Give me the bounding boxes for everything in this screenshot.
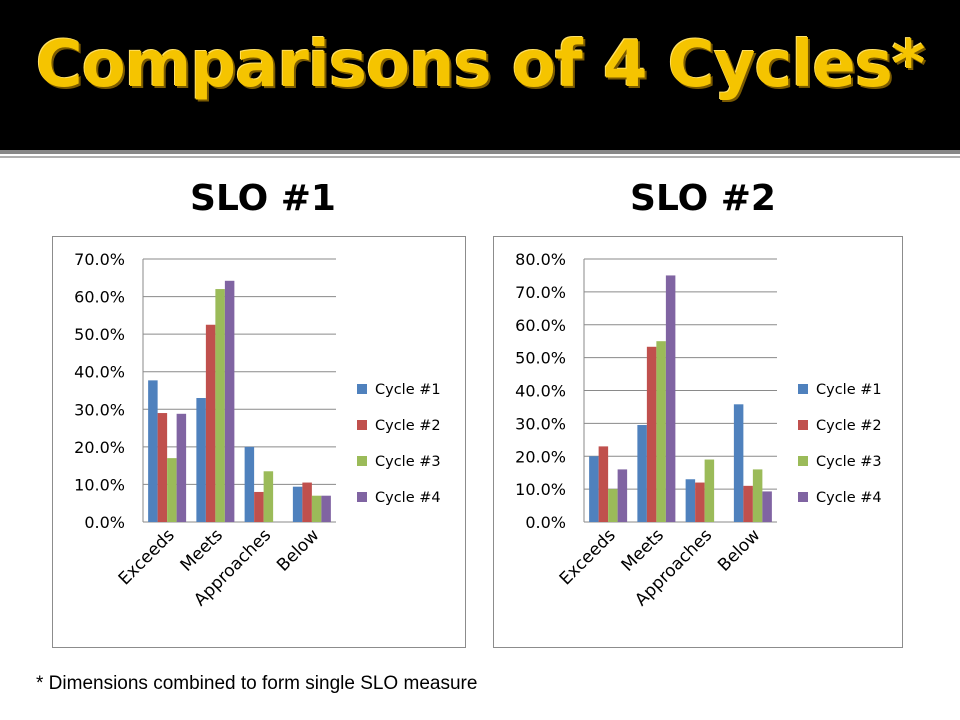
legend-label: Cycle #3	[816, 454, 882, 470]
bar-cycle-2-exceeds	[598, 446, 609, 522]
legend-label: Cycle #1	[375, 382, 441, 398]
bar-cycle-2-meets	[205, 324, 216, 522]
y-tick-label: 70.0%	[74, 250, 125, 269]
bar-cycle-1-meets	[637, 425, 647, 522]
bar-cycle-4-exceeds	[176, 413, 187, 522]
bar-cycle-2-below	[302, 482, 312, 522]
y-tick-label: 20.0%	[515, 447, 566, 466]
legend-swatch	[357, 492, 367, 502]
y-tick-label: 40.0%	[515, 382, 566, 401]
y-tick-label: 20.0%	[74, 438, 125, 457]
legend-label: Cycle #3	[375, 454, 441, 470]
x-category-label: Exceeds	[556, 525, 620, 589]
slo1-chart: 0.0% 10.0% 20.0% 30.0% 40.0% 50.0% 60.0% 70.0% E…	[52, 236, 466, 648]
bar-cycle-3-below	[311, 495, 322, 522]
y-tick-label: 50.0%	[515, 349, 566, 368]
bar-cycle-4-meets	[224, 280, 235, 522]
legend-label: Cycle #4	[816, 490, 882, 506]
legend-label: Cycle #2	[375, 418, 441, 434]
bar-cycle-3-below	[752, 469, 763, 522]
bar-cycle-2-below	[743, 485, 753, 522]
x-category-label: Below	[714, 525, 764, 575]
slo2-heading: SLO #2	[630, 178, 776, 219]
slo1-chart-svg: 0.0% 10.0% 20.0% 30.0% 40.0% 50.0% 60.0% 70.0% E…	[74, 250, 441, 610]
bar-cycle-1-meets	[196, 398, 206, 522]
bar-cycle-3-approaches	[263, 471, 274, 522]
bar-cycle-4-below	[321, 495, 331, 522]
bar-cycle-3-exceeds	[167, 458, 177, 522]
legend-label: Cycle #1	[816, 382, 882, 398]
bar-cycle-2-approaches	[695, 482, 705, 522]
legend-label: Cycle #4	[375, 490, 441, 506]
legend-swatch	[798, 420, 808, 430]
title-divider-secondary	[0, 156, 960, 158]
legend-swatch	[798, 492, 808, 502]
bar-cycle-1-approaches	[244, 446, 255, 522]
slo2-chart-svg: 0.0% 10.0% 20.0% 30.0% 40.0% 50.0% 60.0% 70.0% 8…	[515, 250, 882, 610]
bar-cycle-2-meets	[646, 346, 657, 522]
y-tick-label: 60.0%	[515, 316, 566, 335]
title-bar	[0, 0, 960, 150]
legend-swatch	[357, 384, 367, 394]
y-tick-label: 0.0%	[525, 513, 566, 532]
bar-cycle-2-approaches	[254, 491, 264, 522]
y-tick-label: 10.0%	[74, 475, 125, 494]
legend-label: Cycle #2	[816, 418, 882, 434]
legend-swatch	[798, 456, 808, 466]
slo1-heading: SLO #1	[190, 178, 336, 219]
y-tick-label: 40.0%	[74, 363, 125, 382]
bar-cycle-3-meets	[215, 289, 225, 522]
legend-swatch	[357, 420, 367, 430]
slo2-chart: 0.0% 10.0% 20.0% 30.0% 40.0% 50.0% 60.0% 70.0% 8…	[493, 236, 903, 648]
title-divider	[0, 150, 960, 154]
y-tick-label: 80.0%	[515, 250, 566, 269]
x-category-label: Exceeds	[115, 525, 179, 589]
bar-cycle-3-exceeds	[608, 489, 618, 522]
footnote: * Dimensions combined to form single SLO…	[36, 673, 478, 694]
page-title: Comparisons of 4 Cycles*	[35, 28, 926, 102]
y-tick-label: 60.0%	[74, 288, 125, 307]
y-tick-label: 10.0%	[515, 480, 566, 499]
y-tick-label: 70.0%	[515, 283, 566, 302]
legend-swatch	[357, 456, 367, 466]
bar-cycle-1-exceeds	[589, 456, 599, 522]
bar-cycle-1-approaches	[685, 479, 696, 522]
y-tick-label: 30.0%	[515, 414, 566, 433]
bar-cycle-1-below	[733, 404, 744, 522]
bar-cycle-3-meets	[656, 341, 666, 522]
bar-cycle-4-exceeds	[617, 469, 628, 522]
y-tick-label: 50.0%	[74, 325, 125, 344]
bar-cycle-4-below	[762, 491, 772, 522]
bar-cycle-2-exceeds	[157, 413, 168, 522]
x-category-label: Below	[273, 525, 323, 575]
y-tick-label: 0.0%	[84, 513, 125, 532]
bar-cycle-3-approaches	[704, 459, 715, 522]
bar-cycle-1-below	[292, 486, 303, 522]
y-tick-label: 30.0%	[74, 400, 125, 419]
bar-cycle-4-meets	[665, 275, 676, 522]
legend-swatch	[798, 384, 808, 394]
bar-cycle-1-exceeds	[148, 380, 158, 522]
